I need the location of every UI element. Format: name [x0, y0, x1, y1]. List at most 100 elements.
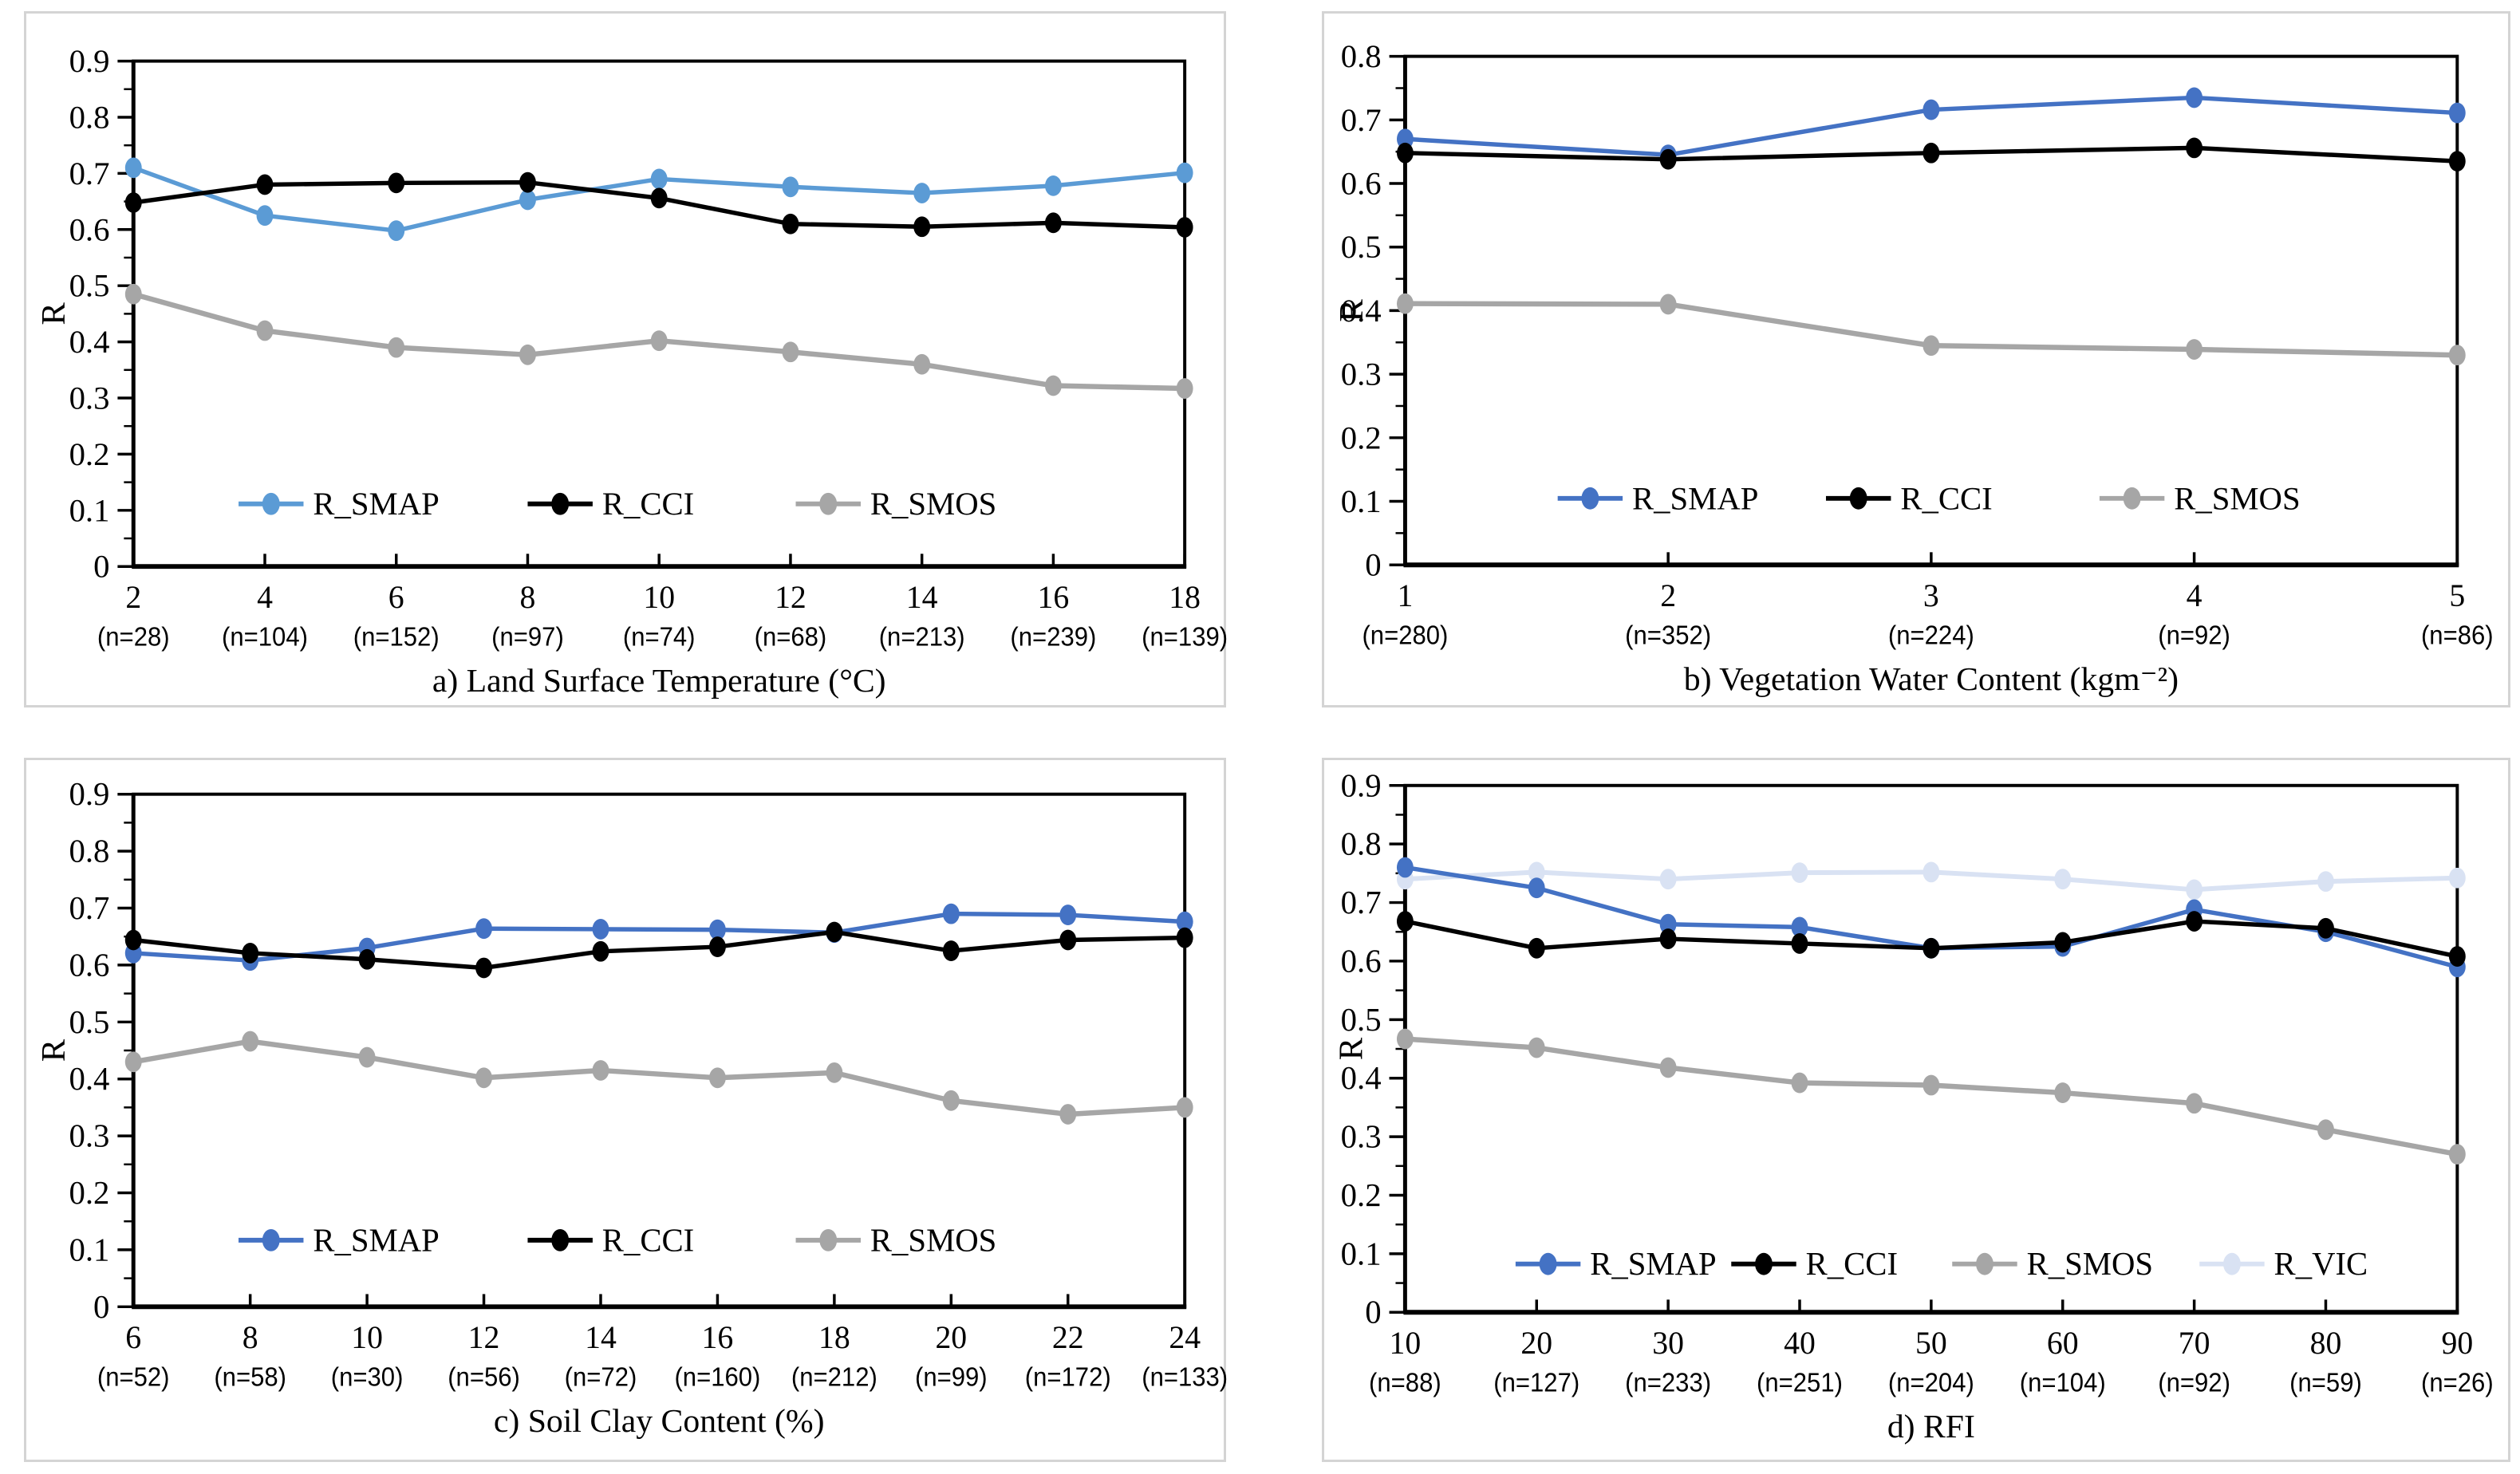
legend-label-R_SMAP: R_SMAP — [1590, 1246, 1716, 1282]
x-count-label: (n=92) — [2158, 1367, 2230, 1397]
x-count-label: (n=56) — [448, 1362, 520, 1391]
y-tick-label: 0.9 — [69, 43, 110, 79]
x-axis-title: b) Vegetation Water Content (kgm⁻²) — [1684, 661, 2179, 698]
series-R_SMAP-marker — [1396, 857, 1414, 878]
x-tick-label: 2 — [125, 580, 141, 615]
x-tick-label: 90 — [2441, 1326, 2473, 1361]
x-tick-label: 10 — [643, 580, 675, 615]
y-axis-title: R — [1333, 1037, 1370, 1060]
x-count-label: (n=99) — [915, 1362, 988, 1391]
x-count-label: (n=30) — [331, 1362, 404, 1391]
legend-label-R_CCI: R_CCI — [602, 486, 694, 522]
series-R_SMOS-marker — [1396, 1028, 1414, 1050]
series-R_SMAP-marker — [124, 157, 142, 179]
x-count-label: (n=68) — [755, 621, 827, 651]
legend: R_SMAP R_CCI R_SMOS — [239, 486, 996, 522]
y-tick-label: 0.2 — [1341, 1177, 1382, 1213]
x-count-label: (n=212) — [791, 1362, 877, 1391]
series-R_CCI-marker — [242, 943, 259, 964]
series-R_SMAP-marker — [1176, 162, 1193, 183]
series-R_CCI-marker — [1396, 911, 1414, 932]
y-tick-label: 0.2 — [69, 1175, 110, 1211]
series-R_SMOS-marker — [1528, 1037, 1545, 1058]
x-count-label: (n=104) — [222, 621, 308, 651]
series-R_CCI-marker — [709, 936, 726, 957]
y-tick-label: 0 — [93, 549, 109, 585]
x-tick-label: 60 — [2047, 1326, 2079, 1361]
series-R_SMOS-marker — [650, 330, 668, 352]
y-tick-label: 0.3 — [69, 380, 110, 416]
legend-label-R_CCI: R_CCI — [1806, 1246, 1898, 1282]
y-tick-label: 0.6 — [1341, 943, 1382, 979]
series-R_SMOS-marker — [782, 341, 799, 363]
y-tick-label: 0.3 — [1341, 357, 1382, 392]
y-tick-label: 0.8 — [1341, 826, 1382, 862]
x-count-label: (n=251) — [1757, 1367, 1843, 1397]
series-R_SMOS-marker — [942, 1090, 960, 1111]
y-tick-label: 0.8 — [69, 834, 110, 869]
legend-key-marker — [1849, 487, 1867, 510]
series-R_SMAP-marker — [1528, 877, 1545, 899]
panel-a-chart: 00.10.20.30.40.50.60.70.80.9R_SMAP R_CCI R… — [35, 43, 1228, 700]
y-tick-label: 0.5 — [1341, 229, 1382, 265]
series-R_VIC-marker — [2186, 879, 2203, 901]
x-count-label: (n=72) — [565, 1362, 637, 1391]
y-tick-label: 0.1 — [69, 492, 110, 528]
series-R_SMOS-marker — [1044, 375, 1062, 396]
series-R_CCI-marker — [1791, 933, 1808, 954]
panel-d-chart: 00.10.20.30.40.50.60.70.80.9R_SMAP R_CCI R… — [1333, 767, 2494, 1445]
series-R_SMAP-marker — [2186, 87, 2203, 108]
x-tick-label: 16 — [1038, 580, 1070, 615]
x-count-label: (n=172) — [1025, 1362, 1111, 1391]
y-tick-label: 0.8 — [69, 99, 110, 135]
legend: R_SMAP R_CCI R_SMOS — [239, 1222, 996, 1258]
series-R_SMOS-marker — [242, 1031, 259, 1052]
y-tick-label: 0.9 — [1341, 767, 1382, 803]
y-tick-label: 0.4 — [69, 324, 110, 360]
x-tick-label: 70 — [2179, 1326, 2210, 1361]
series-R_SMAP-marker — [1791, 916, 1808, 938]
y-tick-label: 0.6 — [1341, 166, 1382, 202]
series-R_VIC-marker — [2054, 869, 2072, 890]
series-R_CCI-marker — [1659, 148, 1677, 170]
y-axis-title: R — [1333, 299, 1370, 322]
x-axis-title: a) Land Surface Temperature (°C) — [432, 663, 886, 700]
y-axis-title: R — [35, 302, 73, 325]
series-R_CCI-marker — [826, 921, 843, 943]
series-R_CCI-marker — [592, 940, 609, 962]
legend-key-marker — [2123, 487, 2141, 510]
series-R_CCI-marker — [124, 192, 142, 213]
series-R_CCI-marker — [1397, 142, 1414, 164]
series-R_CCI-marker — [2317, 917, 2334, 939]
x-tick-label: 14 — [906, 580, 938, 615]
series-R_SMAP-marker — [592, 919, 609, 940]
legend-key-marker — [551, 1228, 570, 1251]
legend-key-marker — [262, 492, 280, 515]
series-R_CCI-marker — [1923, 142, 1940, 164]
y-tick-label: 0.3 — [1341, 1119, 1382, 1155]
legend-label-R_SMOS: R_SMOS — [2174, 480, 2300, 516]
series-R_SMOS-marker — [124, 283, 142, 305]
x-count-label: (n=139) — [1142, 621, 1228, 651]
series-R_VIC-marker — [1791, 862, 1808, 884]
legend-key-marker — [262, 1228, 280, 1251]
y-tick-label: 0.1 — [1341, 1236, 1382, 1271]
y-tick-label: 0.5 — [69, 1004, 110, 1040]
series-R_SMOS-marker — [1923, 1074, 1940, 1096]
y-tick-label: 0.7 — [69, 156, 110, 191]
panel-a-land-surface-temperature: 0 0.1 0.2 0.3 0.4 0.5 0.6 0.7 0.8 0.9 R_SMAP R_CCI R… — [24, 11, 1228, 707]
legend-label-R_SMOS: R_SMOS — [2027, 1246, 2153, 1282]
panel-c-chart: 00.10.20.30.40.50.60.70.80.9R_SMAP R_CCI R… — [35, 776, 1228, 1440]
x-count-label: (n=97) — [491, 621, 564, 651]
x-tick-label: 4 — [257, 580, 273, 615]
series-R_SMOS-marker — [1923, 335, 1940, 357]
series-R_SMOS-marker — [1176, 378, 1193, 399]
series-R_SMAP-marker — [782, 176, 799, 198]
series-R_SMOS-marker — [519, 344, 536, 365]
x-tick-label: 10 — [1390, 1326, 1422, 1361]
y-tick-label: 0.6 — [69, 947, 110, 983]
series-R_SMOS-line — [1402, 1036, 2460, 1157]
legend-key-marker — [2223, 1252, 2241, 1275]
y-tick-label: 0.2 — [1341, 420, 1382, 455]
